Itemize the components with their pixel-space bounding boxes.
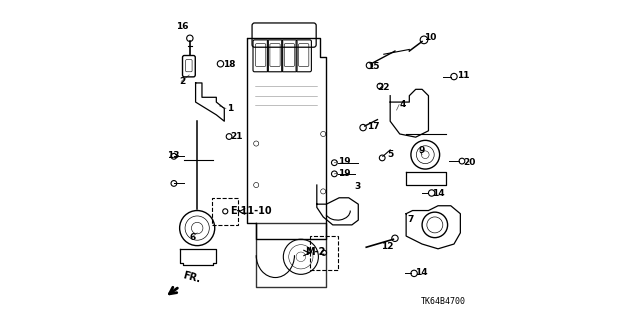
Text: 3: 3 <box>355 182 361 191</box>
Text: 11: 11 <box>456 71 469 80</box>
Text: 9: 9 <box>419 146 425 155</box>
Text: 19: 19 <box>339 157 351 166</box>
Text: 1: 1 <box>227 104 234 113</box>
Text: M-2: M-2 <box>305 247 325 257</box>
Text: 5: 5 <box>387 150 393 159</box>
Text: 14: 14 <box>415 268 428 277</box>
Text: 20: 20 <box>463 158 476 167</box>
Text: 17: 17 <box>367 122 380 131</box>
Text: 15: 15 <box>367 62 380 70</box>
Text: 10: 10 <box>424 33 436 42</box>
Text: 19: 19 <box>339 169 351 178</box>
Text: FR.: FR. <box>181 270 201 285</box>
Text: 4: 4 <box>399 100 406 109</box>
Text: 2: 2 <box>180 77 186 86</box>
Text: 6: 6 <box>190 233 196 242</box>
Text: 22: 22 <box>377 83 389 92</box>
Text: 21: 21 <box>230 132 243 141</box>
Text: 7: 7 <box>408 215 414 224</box>
Bar <box>212 198 238 225</box>
Bar <box>310 236 337 270</box>
Text: TK64B4700: TK64B4700 <box>420 297 465 306</box>
Text: 16: 16 <box>176 22 188 31</box>
Text: 14: 14 <box>432 189 445 198</box>
Text: E-11-10: E-11-10 <box>230 205 271 216</box>
Text: 13: 13 <box>167 151 179 160</box>
Text: 12: 12 <box>381 242 393 251</box>
Text: 18: 18 <box>223 60 236 69</box>
